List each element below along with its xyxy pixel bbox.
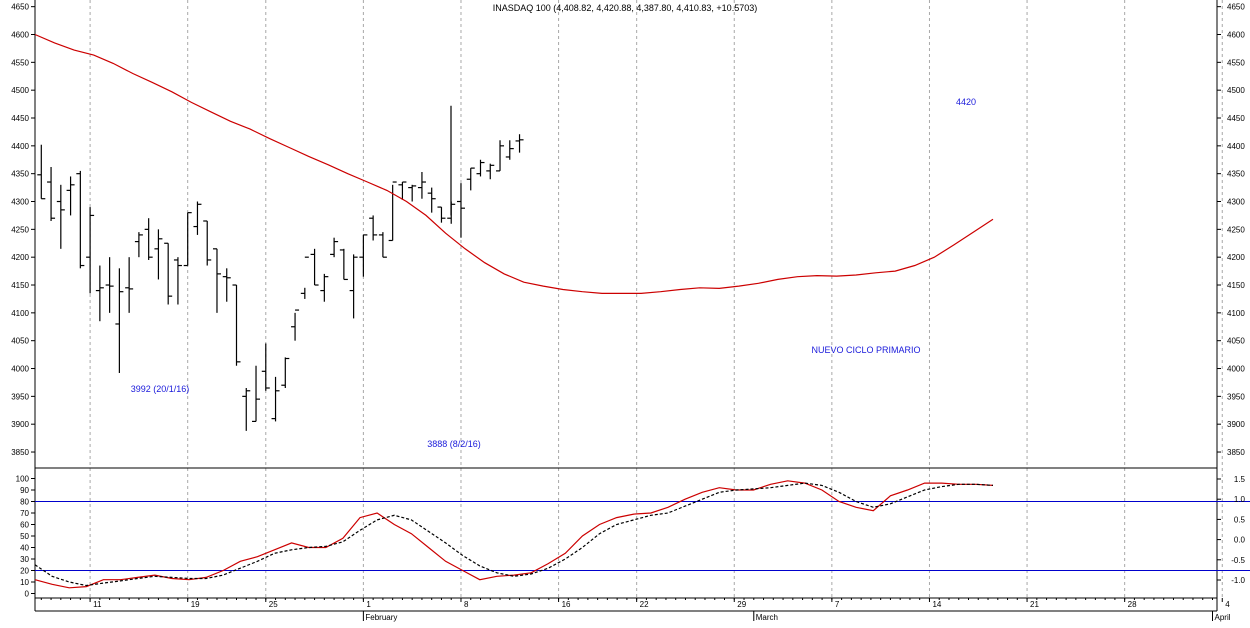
y-tick-label-right: 4500 (1227, 86, 1245, 95)
y-tick-label-left: 4300 (11, 198, 29, 207)
y-tick-label-left: 4000 (11, 365, 29, 374)
annotation-new-cycle: NUEVO CICLO PRIMARIO (811, 345, 920, 355)
osc-tick-label-left: 60 (20, 521, 29, 530)
y-tick-label-right: 4650 (1227, 3, 1245, 12)
y-tick-label-left: 3900 (11, 420, 29, 429)
oscillator-line-main (34, 480, 994, 589)
osc-tick-label-right: 1.5 (1234, 475, 1246, 484)
x-tick-label: 22 (640, 600, 649, 609)
osc-tick-label-left: 50 (20, 532, 29, 541)
y-tick-label-right: 4200 (1227, 253, 1245, 262)
y-tick-label-left: 4150 (11, 281, 29, 290)
month-label: March (756, 613, 778, 622)
osc-tick-label-left: 0 (25, 590, 30, 599)
x-tick-label: 19 (191, 600, 200, 609)
y-tick-label-right: 4000 (1227, 365, 1245, 374)
x-tick-label: 11 (93, 600, 102, 609)
y-tick-label-left: 4400 (11, 142, 29, 151)
osc-tick-label-left: 10 (20, 578, 29, 587)
y-tick-label-right: 4600 (1227, 31, 1245, 40)
y-tick-label-right: 4300 (1227, 198, 1245, 207)
frame-layer (34, 0, 1218, 612)
y-tick-label-right: 3900 (1227, 420, 1245, 429)
annotation-high: 4420 (956, 97, 976, 107)
osc-tick-label-right: 0.5 (1234, 515, 1246, 524)
y-tick-label-left: 4650 (11, 3, 29, 12)
y-tick-label-right: 4400 (1227, 142, 1245, 151)
annotation-low-january: 3992 (20/1/16) (131, 384, 190, 394)
y-tick-label-left: 4550 (11, 58, 29, 67)
y-tick-label-left: 4600 (11, 31, 29, 40)
osc-tick-label-left: 40 (20, 544, 29, 553)
month-label: February (365, 613, 397, 622)
x-tick-label: 29 (737, 600, 746, 609)
osc-tick-label-right: -1.0 (1231, 576, 1245, 585)
x-tick-label: 4 (1225, 600, 1230, 609)
x-tick-label: 28 (1128, 600, 1137, 609)
y-tick-label-right: 4350 (1227, 170, 1245, 179)
price-layer (34, 33, 994, 431)
osc-tick-label-left: 90 (20, 486, 29, 495)
osc-tick-label-left: 70 (20, 509, 29, 518)
y-tick-label-right: 4550 (1227, 58, 1245, 67)
y-tick-label-right: 4100 (1227, 309, 1245, 318)
x-tick-label: 7 (835, 600, 840, 609)
osc-tick-label-right: 1.0 (1234, 495, 1246, 504)
month-label: April (1215, 613, 1231, 622)
y-tick-label-right: 4250 (1227, 225, 1245, 234)
osc-tick-label-left: 30 (20, 555, 29, 564)
osc-tick-label-left: 80 (20, 498, 29, 507)
y-tick-label-left: 4100 (11, 309, 29, 318)
osc-tick-label-left: 100 (16, 475, 30, 484)
x-tick-label: 14 (932, 600, 941, 609)
y-tick-label-right: 3850 (1227, 448, 1245, 457)
y-tick-label-right: 4150 (1227, 281, 1245, 290)
x-tick-label: 8 (464, 600, 469, 609)
osc-tick-label-right: 0.0 (1234, 536, 1246, 545)
y-tick-label-left: 3950 (11, 392, 29, 401)
x-tick-label: 16 (562, 600, 571, 609)
x-tick-label: 25 (269, 600, 278, 609)
oscillator-layer (34, 480, 1250, 589)
y-tick-label-left: 4450 (11, 114, 29, 123)
osc-tick-label-right: -0.5 (1231, 556, 1245, 565)
y-tick-label-left: 4200 (11, 253, 29, 262)
y-tick-label-right: 4450 (1227, 114, 1245, 123)
y-tick-label-left: 3850 (11, 448, 29, 457)
chart-title: INASDAQ 100 (4,408.82, 4,420.88, 4,387.8… (493, 3, 757, 13)
y-tick-label-left: 4350 (11, 170, 29, 179)
x-tick-label: 21 (1030, 600, 1039, 609)
grid-layer (89, 0, 1223, 598)
y-tick-label-left: 4050 (11, 337, 29, 346)
y-tick-label-left: 4250 (11, 225, 29, 234)
y-tick-label-right: 4050 (1227, 337, 1245, 346)
annotation-low-february: 3888 (8/2/16) (427, 439, 481, 449)
osc-tick-label-left: 20 (20, 567, 29, 576)
oscillator-line-signal (34, 482, 994, 587)
y-tick-label-right: 3950 (1227, 392, 1245, 401)
moving-average-line (34, 33, 994, 294)
x-tick-label: 1 (366, 600, 371, 609)
y-tick-label-left: 4500 (11, 86, 29, 95)
